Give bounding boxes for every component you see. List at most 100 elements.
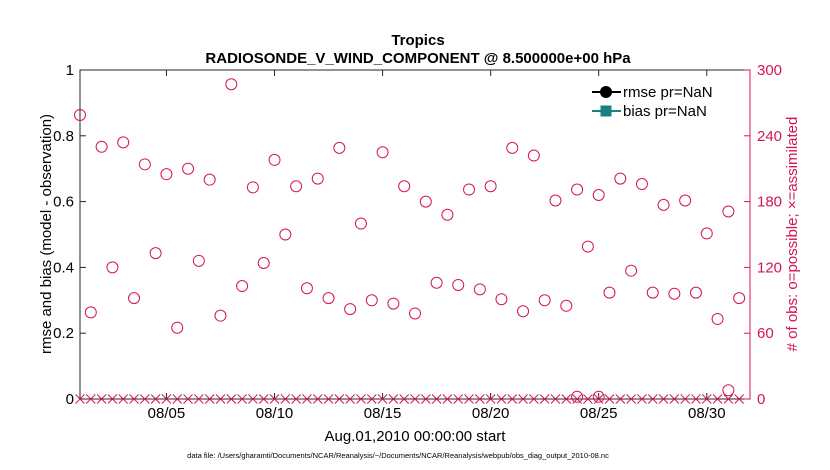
obs-possible-point [344,303,357,316]
y-axis-left: 0 0.2 0.4 0.6 0.8 1 [53,62,86,408]
obs-possible-point [192,254,205,267]
obs-possible-point [354,217,367,230]
obs-possible-point [106,261,119,274]
y-left-tick-label: 0.8 [53,128,74,145]
obs-possible-point [441,208,454,221]
obs-possible-point [473,283,486,296]
y-right-tick-label: 240 [757,128,782,145]
y-axis-right-label: # of obs: o=possible; ×=assimilated [784,117,801,352]
obs-possible-point [95,140,108,153]
obs-assimilated-point [248,394,258,404]
obs-possible-point [257,257,270,270]
obs-assimilated-point [75,394,85,404]
y-axis-left-label: rmse and bias (model - observation) [38,114,55,354]
obs-possible-point [84,306,97,319]
x-axis: 08/05 08/10 08/15 08/20 08/25 08/30 [148,70,726,422]
obs-assimilated-point [323,394,334,404]
obs-possible-point [398,180,411,193]
obs-assimilated-point [258,394,269,404]
y-axis-right: 0 60 120 180 240 300 [744,62,782,408]
obs-assimilated-point [399,394,410,404]
y-left-tick-label: 1 [66,62,74,79]
obs-assimilated-point [583,394,593,404]
y-right-tick-label: 60 [757,325,774,342]
obs-possible-point [689,286,702,299]
obs-possible-point [452,278,465,291]
y-left-tick-label: 0.4 [53,259,74,276]
obs-assimilated-point [615,394,626,404]
obs-possible-point [182,162,195,175]
obs-assimilated-point [474,394,485,404]
obs-possible-point [625,264,638,277]
obs-possible-point [495,293,508,306]
obs-possible-point [733,292,746,305]
obs-possible-point [409,307,421,320]
obs-assimilated-point [183,394,193,404]
obs-assimilated-point [420,394,431,404]
obs-assimilated-point [734,394,745,404]
obs-assimilated-point [194,394,204,404]
obs-possible-point [592,189,605,202]
y-left-tick-label: 0.2 [53,325,74,342]
legend-box [586,80,730,124]
obs-assimilated-point [529,394,539,404]
obs-assimilated-point [129,394,139,404]
obs-possible-point [722,384,735,397]
x-axis-label: Aug.01,2010 00:00:00 start [325,428,507,445]
obs-assimilated-point [691,394,701,404]
obs-assimilated-point [139,394,150,404]
obs-possible-point [311,172,324,185]
obs-possible-point [236,280,249,293]
data-markers [74,78,746,404]
obs-possible-point [214,309,227,322]
obs-assimilated-point [561,394,572,404]
x-tick-label: 08/25 [580,405,618,422]
obs-possible-point [581,240,594,253]
obs-possible-point [246,181,259,194]
obs-possible-point [679,194,692,207]
obs-assimilated-point [464,394,474,404]
obs-assimilated-point [302,394,312,404]
obs-possible-point [646,286,659,299]
obs-assimilated-point [410,394,420,404]
obs-assimilated-point [626,394,636,404]
legend: rmse pr=NaN bias pr=NaN [586,80,730,124]
obs-assimilated-point [96,394,107,404]
obs-assimilated-point [334,394,345,404]
x-tick-label: 08/20 [472,405,510,422]
obs-assimilated-point [377,394,388,404]
obs-assimilated-point [550,394,561,404]
obs-assimilated-point [345,394,356,404]
obs-possible-point [700,227,713,240]
legend-rmse-label: rmse pr=NaN [623,84,713,101]
y-right-tick-label: 120 [757,259,782,276]
obs-possible-point [614,172,627,185]
obs-possible-point [300,282,313,295]
obs-assimilated-point [226,394,237,404]
obs-possible-point [484,180,497,193]
obs-assimilated-point [453,394,464,404]
plot-area [79,69,751,400]
obs-assimilated-point [312,394,323,404]
obs-assimilated-point [723,394,734,404]
obs-possible-point [419,195,432,208]
obs-possible-point [517,305,530,318]
obs-possible-point [365,294,378,307]
y-right-tick-label: 0 [757,391,765,408]
x-tick-label: 08/05 [148,405,186,422]
x-tick-label: 08/15 [364,405,402,422]
obs-possible-point [279,228,292,241]
obs-assimilated-point [637,394,647,404]
x-tick-label: 08/30 [688,405,726,422]
obs-possible-point [711,312,724,325]
obs-possible-point [560,299,573,312]
obs-assimilated-point [172,394,183,404]
obs-possible-point [322,292,335,305]
obs-assimilated-point [269,394,280,404]
obs-assimilated-point [215,394,226,404]
obs-possible-point [290,180,303,193]
obs-assimilated-point [161,394,172,404]
chart-title: Tropics [391,32,444,49]
obs-possible-point [128,292,141,305]
obs-possible-point [463,183,476,196]
